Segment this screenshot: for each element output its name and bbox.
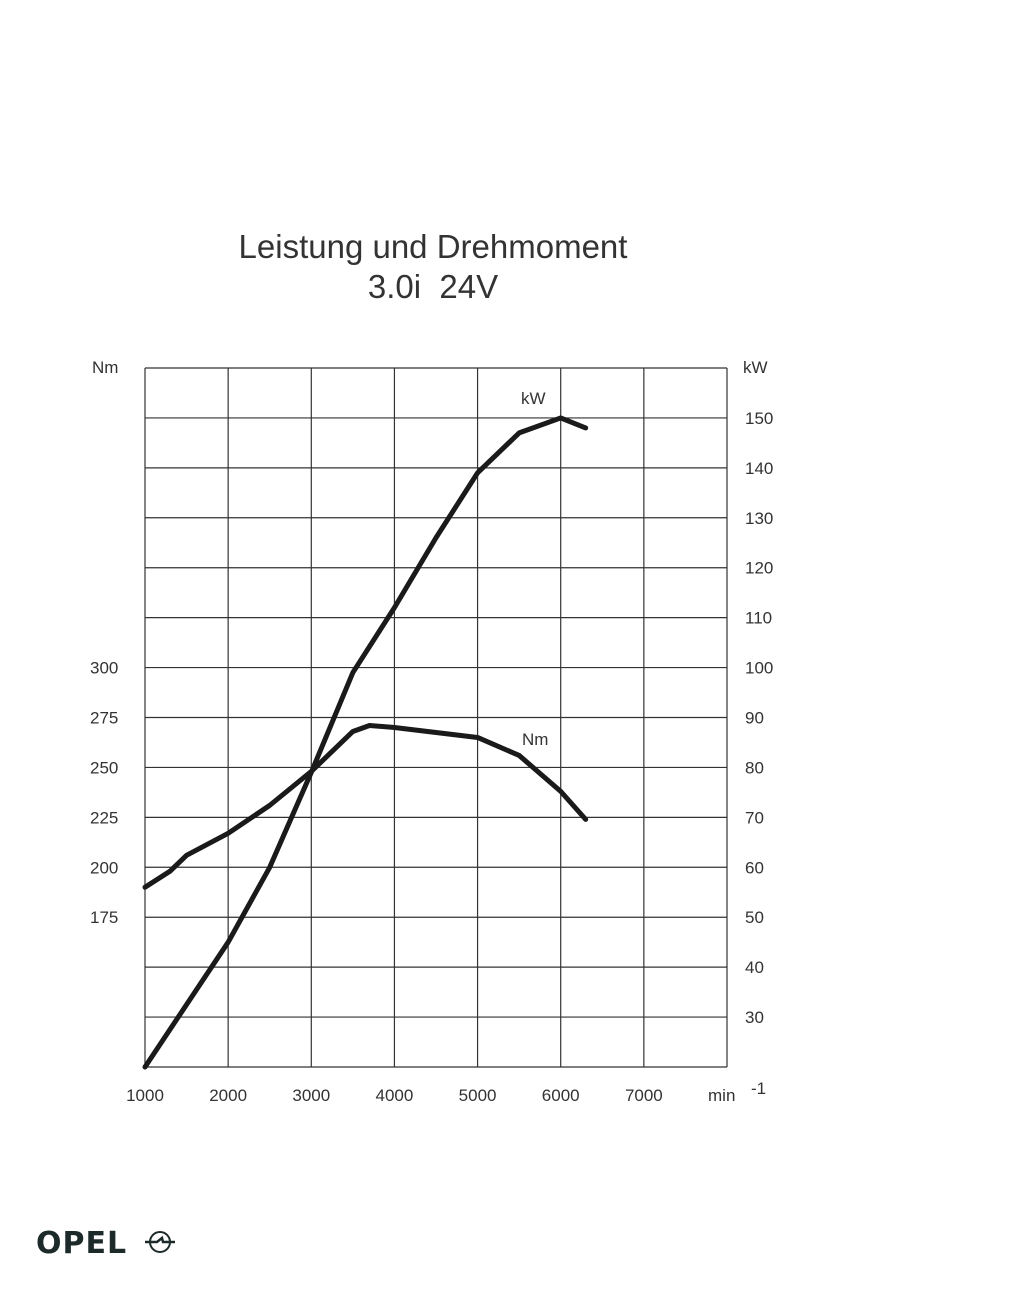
left-tick-label: 225: [90, 808, 118, 827]
x-axis-label: min: [708, 1086, 735, 1105]
left-tick-label: 300: [90, 659, 118, 678]
x-tick-label: 5000: [459, 1086, 497, 1105]
x-tick-label: 3000: [292, 1086, 330, 1105]
right-tick-label: 100: [745, 659, 773, 678]
x-tick-label: 2000: [209, 1086, 247, 1105]
right-tick-label: 50: [745, 908, 764, 927]
right-axis-label: kW: [743, 358, 768, 377]
opel-logo: OPEL: [36, 1226, 175, 1261]
right-tick-label: 120: [745, 559, 773, 578]
right-tick-label: 110: [745, 609, 772, 628]
chart-subtitle: 3.0i 24V: [367, 268, 499, 305]
x-tick-label: 7000: [625, 1086, 663, 1105]
right-tick-label: 140: [745, 459, 773, 478]
series-label-kW: kW: [521, 389, 546, 408]
brand-text: OPEL: [36, 1226, 128, 1261]
right-tick-label: 150: [745, 409, 773, 428]
right-tick-label: 90: [745, 709, 764, 728]
left-tick-label: 200: [90, 858, 118, 877]
left-tick-label: 250: [90, 758, 118, 777]
right-tick-label: 40: [745, 958, 764, 977]
x-tick-label: 6000: [542, 1086, 580, 1105]
left-tick-label: 275: [90, 709, 118, 728]
right-tick-label: 70: [745, 808, 764, 827]
x-tick-label: 4000: [376, 1086, 414, 1105]
series-line-Nm: [142, 722, 589, 890]
chart-title: Leistung und Drehmoment: [238, 228, 628, 265]
left-axis-label: Nm: [92, 358, 118, 377]
x-tick-label: 1000: [126, 1086, 164, 1105]
left-tick-label: 175: [90, 908, 118, 927]
series-line-kW: [142, 415, 589, 1070]
series-label-Nm: Nm: [522, 730, 548, 749]
right-tick-label: 30: [745, 1008, 764, 1027]
right-tick-label: 60: [745, 858, 764, 877]
right-tick-label: 80: [745, 758, 764, 777]
right-tick-label: 130: [745, 509, 773, 528]
opel-blitz-icon: [144, 1231, 175, 1253]
x-axis-label-exponent: -1: [751, 1079, 766, 1098]
